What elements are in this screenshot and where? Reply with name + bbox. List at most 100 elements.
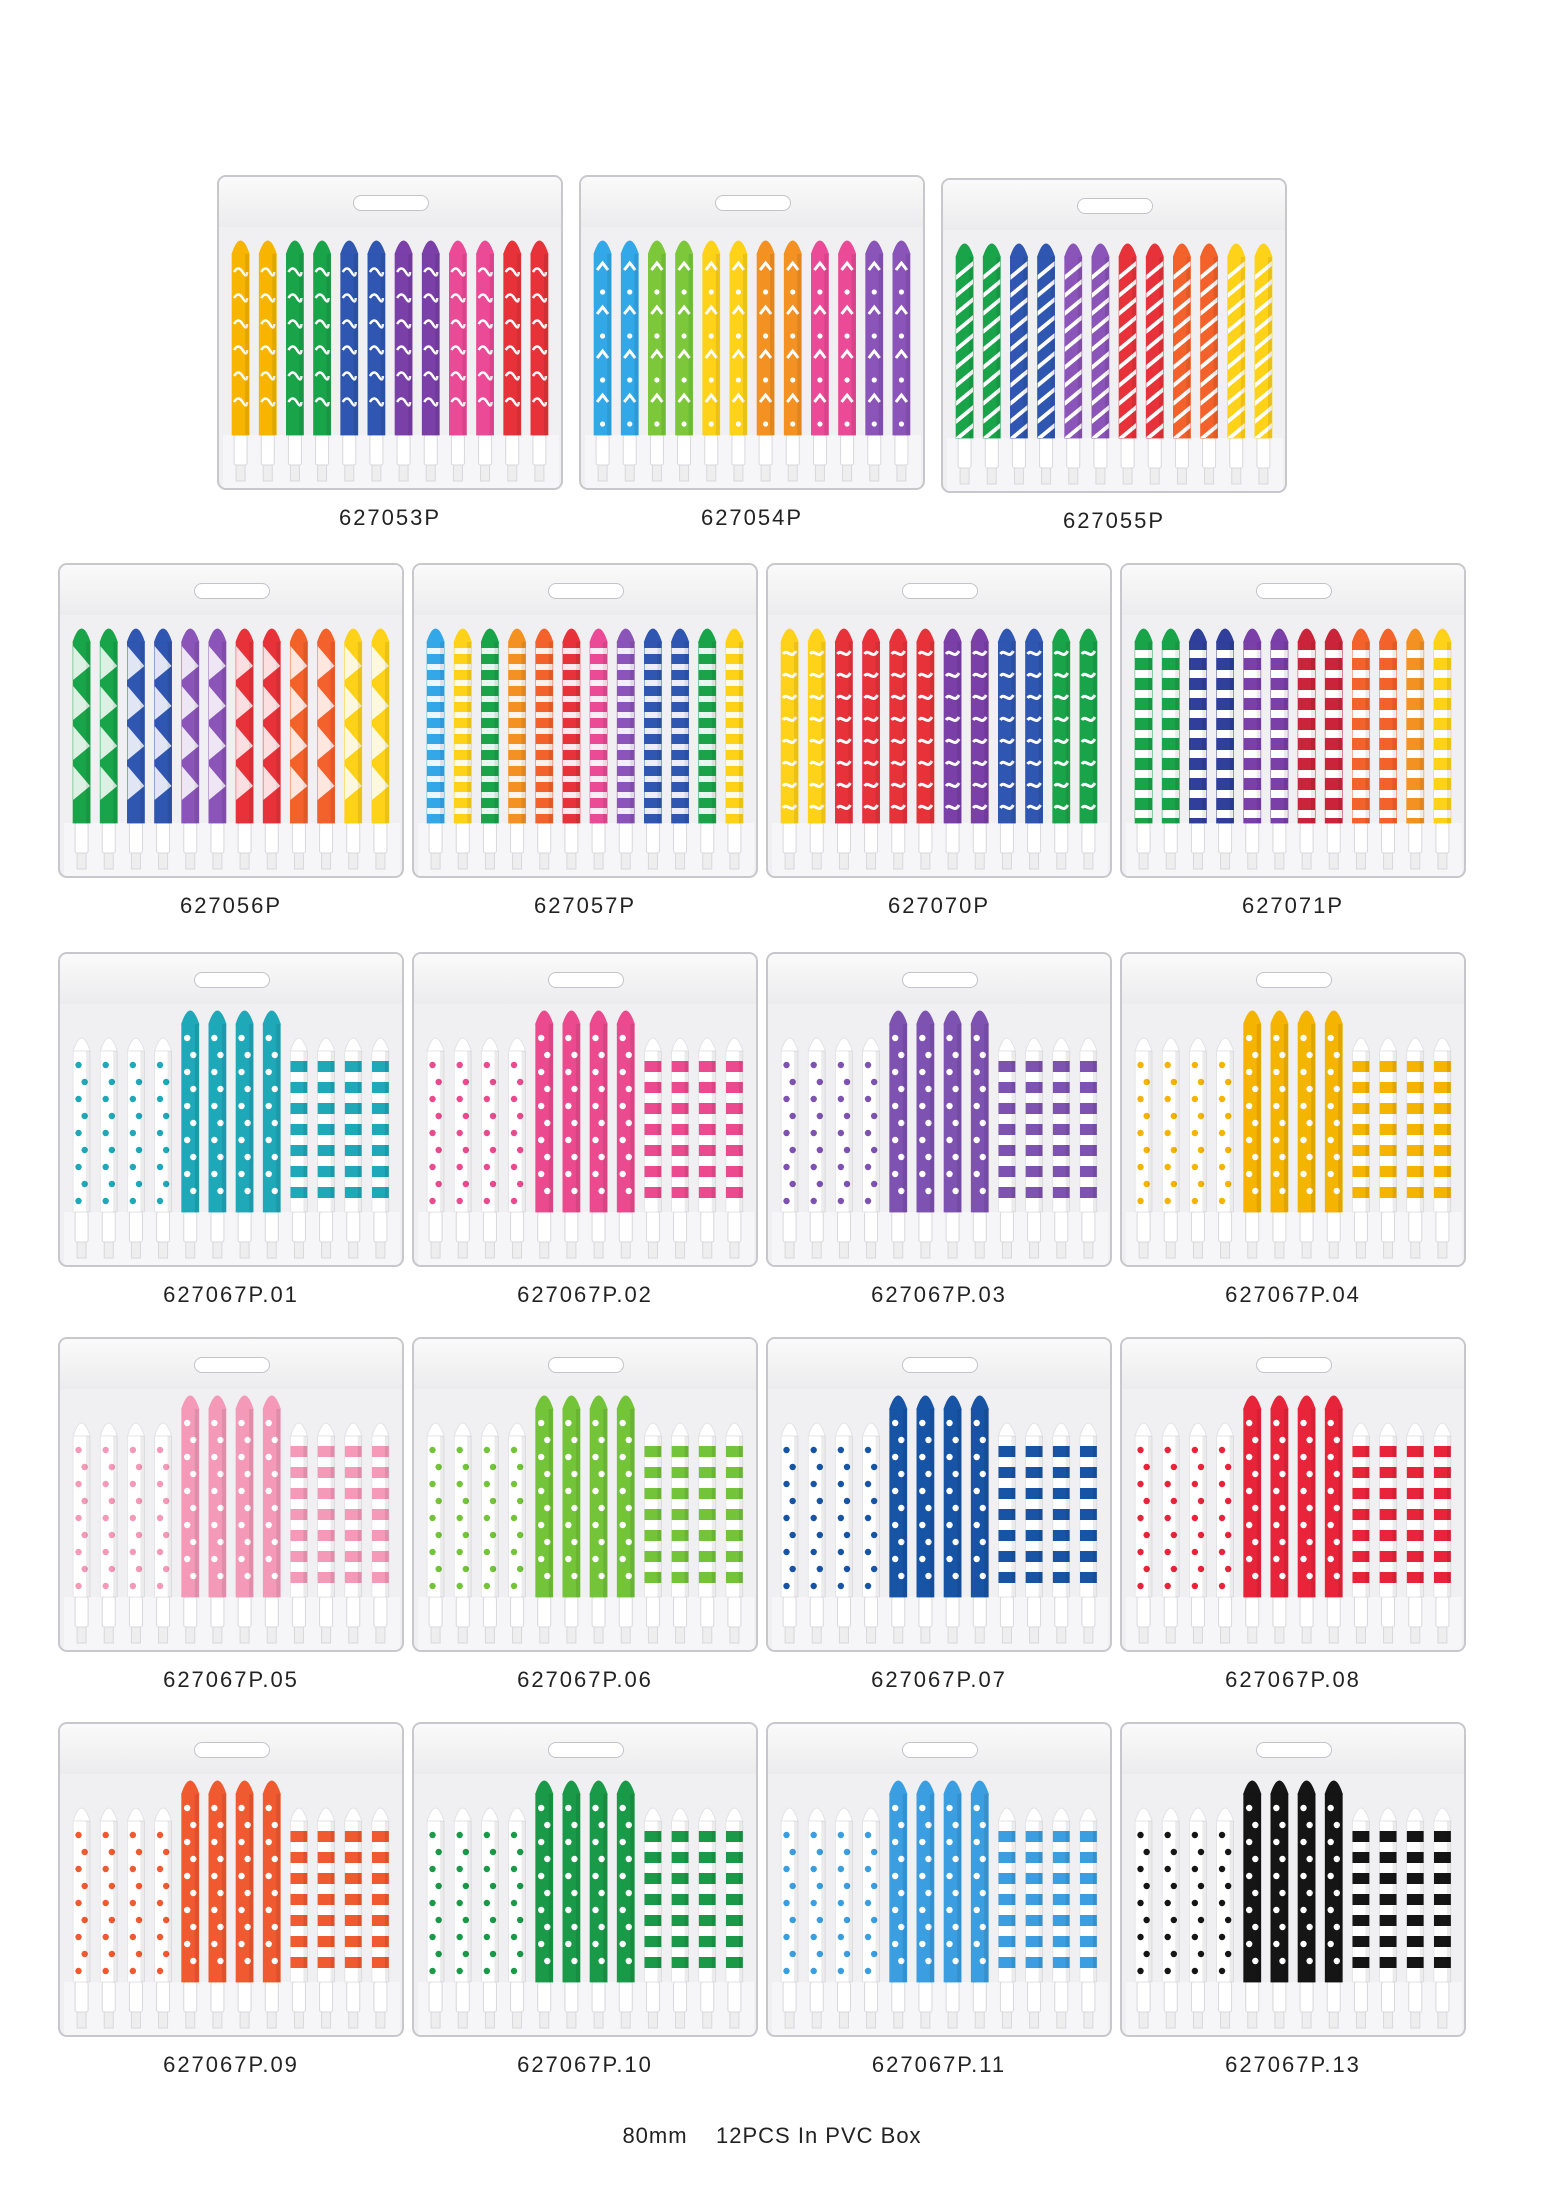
candle-row bbox=[418, 628, 754, 876]
hang-slot-icon bbox=[194, 583, 270, 599]
candle bbox=[1270, 1010, 1289, 1259]
candle bbox=[1161, 628, 1180, 870]
pack-tray bbox=[772, 1212, 1108, 1265]
product-code: 627055P bbox=[1062, 508, 1166, 533]
candle bbox=[1215, 1807, 1235, 2029]
product-code: 627067P.02 bbox=[517, 1282, 653, 1307]
candle bbox=[943, 628, 962, 870]
candle bbox=[916, 628, 935, 870]
candle bbox=[1324, 628, 1343, 870]
candle-row bbox=[1126, 1395, 1462, 1650]
candle bbox=[1188, 1422, 1208, 1644]
candle-row bbox=[585, 240, 921, 488]
hang-slot-icon bbox=[902, 1742, 978, 1758]
candle-pack-image bbox=[58, 563, 404, 878]
candle bbox=[616, 1010, 635, 1259]
candle bbox=[1134, 628, 1153, 870]
candle-row bbox=[772, 1395, 1108, 1650]
product-code: 627053P bbox=[338, 505, 442, 530]
candle bbox=[235, 1395, 254, 1644]
candle bbox=[453, 628, 472, 870]
candle bbox=[780, 628, 799, 870]
candle bbox=[1270, 1395, 1289, 1644]
candle bbox=[99, 1422, 118, 1644]
candle bbox=[1052, 1807, 1071, 2029]
candle bbox=[480, 1807, 500, 2029]
candle bbox=[344, 628, 363, 870]
candle bbox=[643, 1807, 663, 2029]
candle bbox=[289, 1422, 309, 1644]
candle bbox=[289, 628, 309, 870]
candle bbox=[837, 240, 857, 482]
hang-slot-icon bbox=[194, 1742, 270, 1758]
pack-tray bbox=[64, 1212, 400, 1265]
candle bbox=[725, 1037, 744, 1259]
candle bbox=[1227, 243, 1246, 485]
hang-slot-icon bbox=[1077, 198, 1153, 214]
candle-row bbox=[64, 1780, 400, 2035]
candle bbox=[1064, 243, 1083, 485]
candle bbox=[235, 628, 254, 870]
candle bbox=[371, 1807, 390, 2029]
product-code: 627067P.13 bbox=[1225, 2052, 1361, 2077]
candle bbox=[593, 240, 612, 482]
candle bbox=[780, 1422, 799, 1644]
candle bbox=[262, 1395, 281, 1644]
candle bbox=[312, 240, 332, 482]
candle bbox=[153, 1422, 173, 1644]
candle bbox=[1215, 628, 1235, 870]
candle bbox=[698, 1422, 717, 1644]
candle bbox=[643, 628, 663, 870]
candle bbox=[503, 240, 522, 482]
candle bbox=[72, 1037, 91, 1259]
candle bbox=[1378, 1422, 1398, 1644]
candle bbox=[289, 1807, 309, 2029]
candle bbox=[1215, 1422, 1235, 1644]
candle bbox=[1243, 628, 1262, 870]
candle bbox=[1091, 243, 1110, 485]
candle bbox=[783, 240, 802, 482]
candle bbox=[834, 1422, 854, 1644]
candle bbox=[1134, 1037, 1153, 1259]
candle bbox=[340, 240, 359, 482]
candle bbox=[181, 628, 200, 870]
candle bbox=[916, 1010, 935, 1259]
candle bbox=[1024, 1422, 1044, 1644]
candle bbox=[970, 1780, 989, 2029]
candle bbox=[1351, 1807, 1371, 2029]
candle bbox=[1079, 628, 1098, 870]
candle-pack-image bbox=[579, 175, 925, 490]
candle-row bbox=[64, 1010, 400, 1265]
candle-pack-image bbox=[58, 952, 404, 1267]
hang-slot-icon bbox=[194, 1357, 270, 1373]
candle-row bbox=[1126, 1010, 1462, 1265]
candle bbox=[1024, 1807, 1044, 2029]
candle-pack-image bbox=[766, 1722, 1112, 2037]
candle bbox=[1378, 1807, 1398, 2029]
candle bbox=[1118, 243, 1137, 485]
candle bbox=[316, 628, 336, 870]
candle bbox=[698, 1037, 717, 1259]
candle bbox=[1433, 1807, 1452, 2029]
candle bbox=[507, 1037, 527, 1259]
hang-slot-icon bbox=[902, 972, 978, 988]
product-code: 627071P bbox=[1241, 893, 1345, 918]
candle-pack-image bbox=[1120, 952, 1466, 1267]
candle bbox=[780, 1037, 799, 1259]
candle bbox=[916, 1780, 935, 2029]
pack-tray bbox=[418, 1982, 754, 2035]
candle bbox=[453, 1422, 472, 1644]
candle bbox=[1433, 1037, 1452, 1259]
candle bbox=[1188, 1037, 1208, 1259]
pack-tray bbox=[1126, 1982, 1462, 2035]
candle bbox=[982, 243, 1001, 485]
candle bbox=[1378, 1037, 1398, 1259]
candle bbox=[507, 1422, 527, 1644]
candle bbox=[616, 1780, 635, 2029]
candle bbox=[1297, 1395, 1316, 1644]
candle bbox=[235, 1780, 254, 2029]
candle bbox=[834, 628, 854, 870]
candle bbox=[1433, 628, 1452, 870]
candle bbox=[258, 240, 277, 482]
candle bbox=[262, 628, 281, 870]
